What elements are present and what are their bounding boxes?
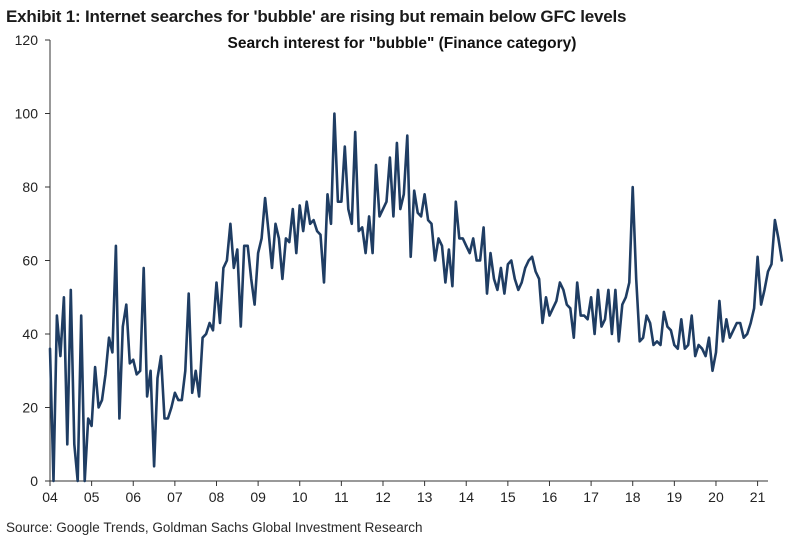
x-tick-label: 20 bbox=[708, 489, 724, 505]
y-tick-label: 0 bbox=[30, 473, 38, 489]
x-tick-label: 14 bbox=[458, 489, 474, 505]
x-tick-label: 12 bbox=[375, 489, 391, 505]
x-tick-label: 18 bbox=[625, 489, 641, 505]
source-note: Source: Google Trends, Goldman Sachs Glo… bbox=[6, 520, 423, 535]
chart-title: Search interest for "bubble" (Finance ca… bbox=[228, 35, 577, 52]
y-tick-label: 40 bbox=[22, 326, 38, 342]
y-tick-label: 120 bbox=[15, 32, 39, 48]
x-tick-label: 16 bbox=[542, 489, 558, 505]
x-tick-label: 08 bbox=[209, 489, 225, 505]
x-tick-label: 11 bbox=[334, 489, 349, 505]
x-tick-label: 17 bbox=[583, 489, 599, 505]
y-axis: 0 20 40 60 80 100 120 bbox=[15, 32, 51, 489]
x-tick-label: 21 bbox=[750, 489, 766, 505]
x-tick-label: 10 bbox=[292, 489, 308, 505]
y-tick-label: 20 bbox=[22, 400, 38, 416]
y-tick-label: 80 bbox=[22, 179, 38, 195]
x-tick-label: 04 bbox=[42, 489, 58, 505]
series-layer bbox=[48, 112, 784, 483]
x-tick-label: 13 bbox=[417, 489, 433, 505]
x-tick-label: 19 bbox=[667, 489, 683, 505]
exhibit-title: Exhibit 1: Internet searches for 'bubble… bbox=[6, 7, 627, 26]
x-tick-label: 09 bbox=[250, 489, 266, 505]
x-tick-label: 07 bbox=[167, 489, 183, 505]
x-axis: 04 05 06 07 08 09 10 11 12 13 14 15 16 17 18 19 20 21 bbox=[42, 480, 768, 505]
x-tick-label: 05 bbox=[84, 489, 100, 505]
y-tick-label: 60 bbox=[22, 253, 38, 269]
y-tick-label: 100 bbox=[15, 106, 39, 122]
x-tick-label: 15 bbox=[500, 489, 516, 505]
series-line-0 bbox=[48, 112, 784, 483]
x-tick-label: 06 bbox=[125, 489, 141, 505]
